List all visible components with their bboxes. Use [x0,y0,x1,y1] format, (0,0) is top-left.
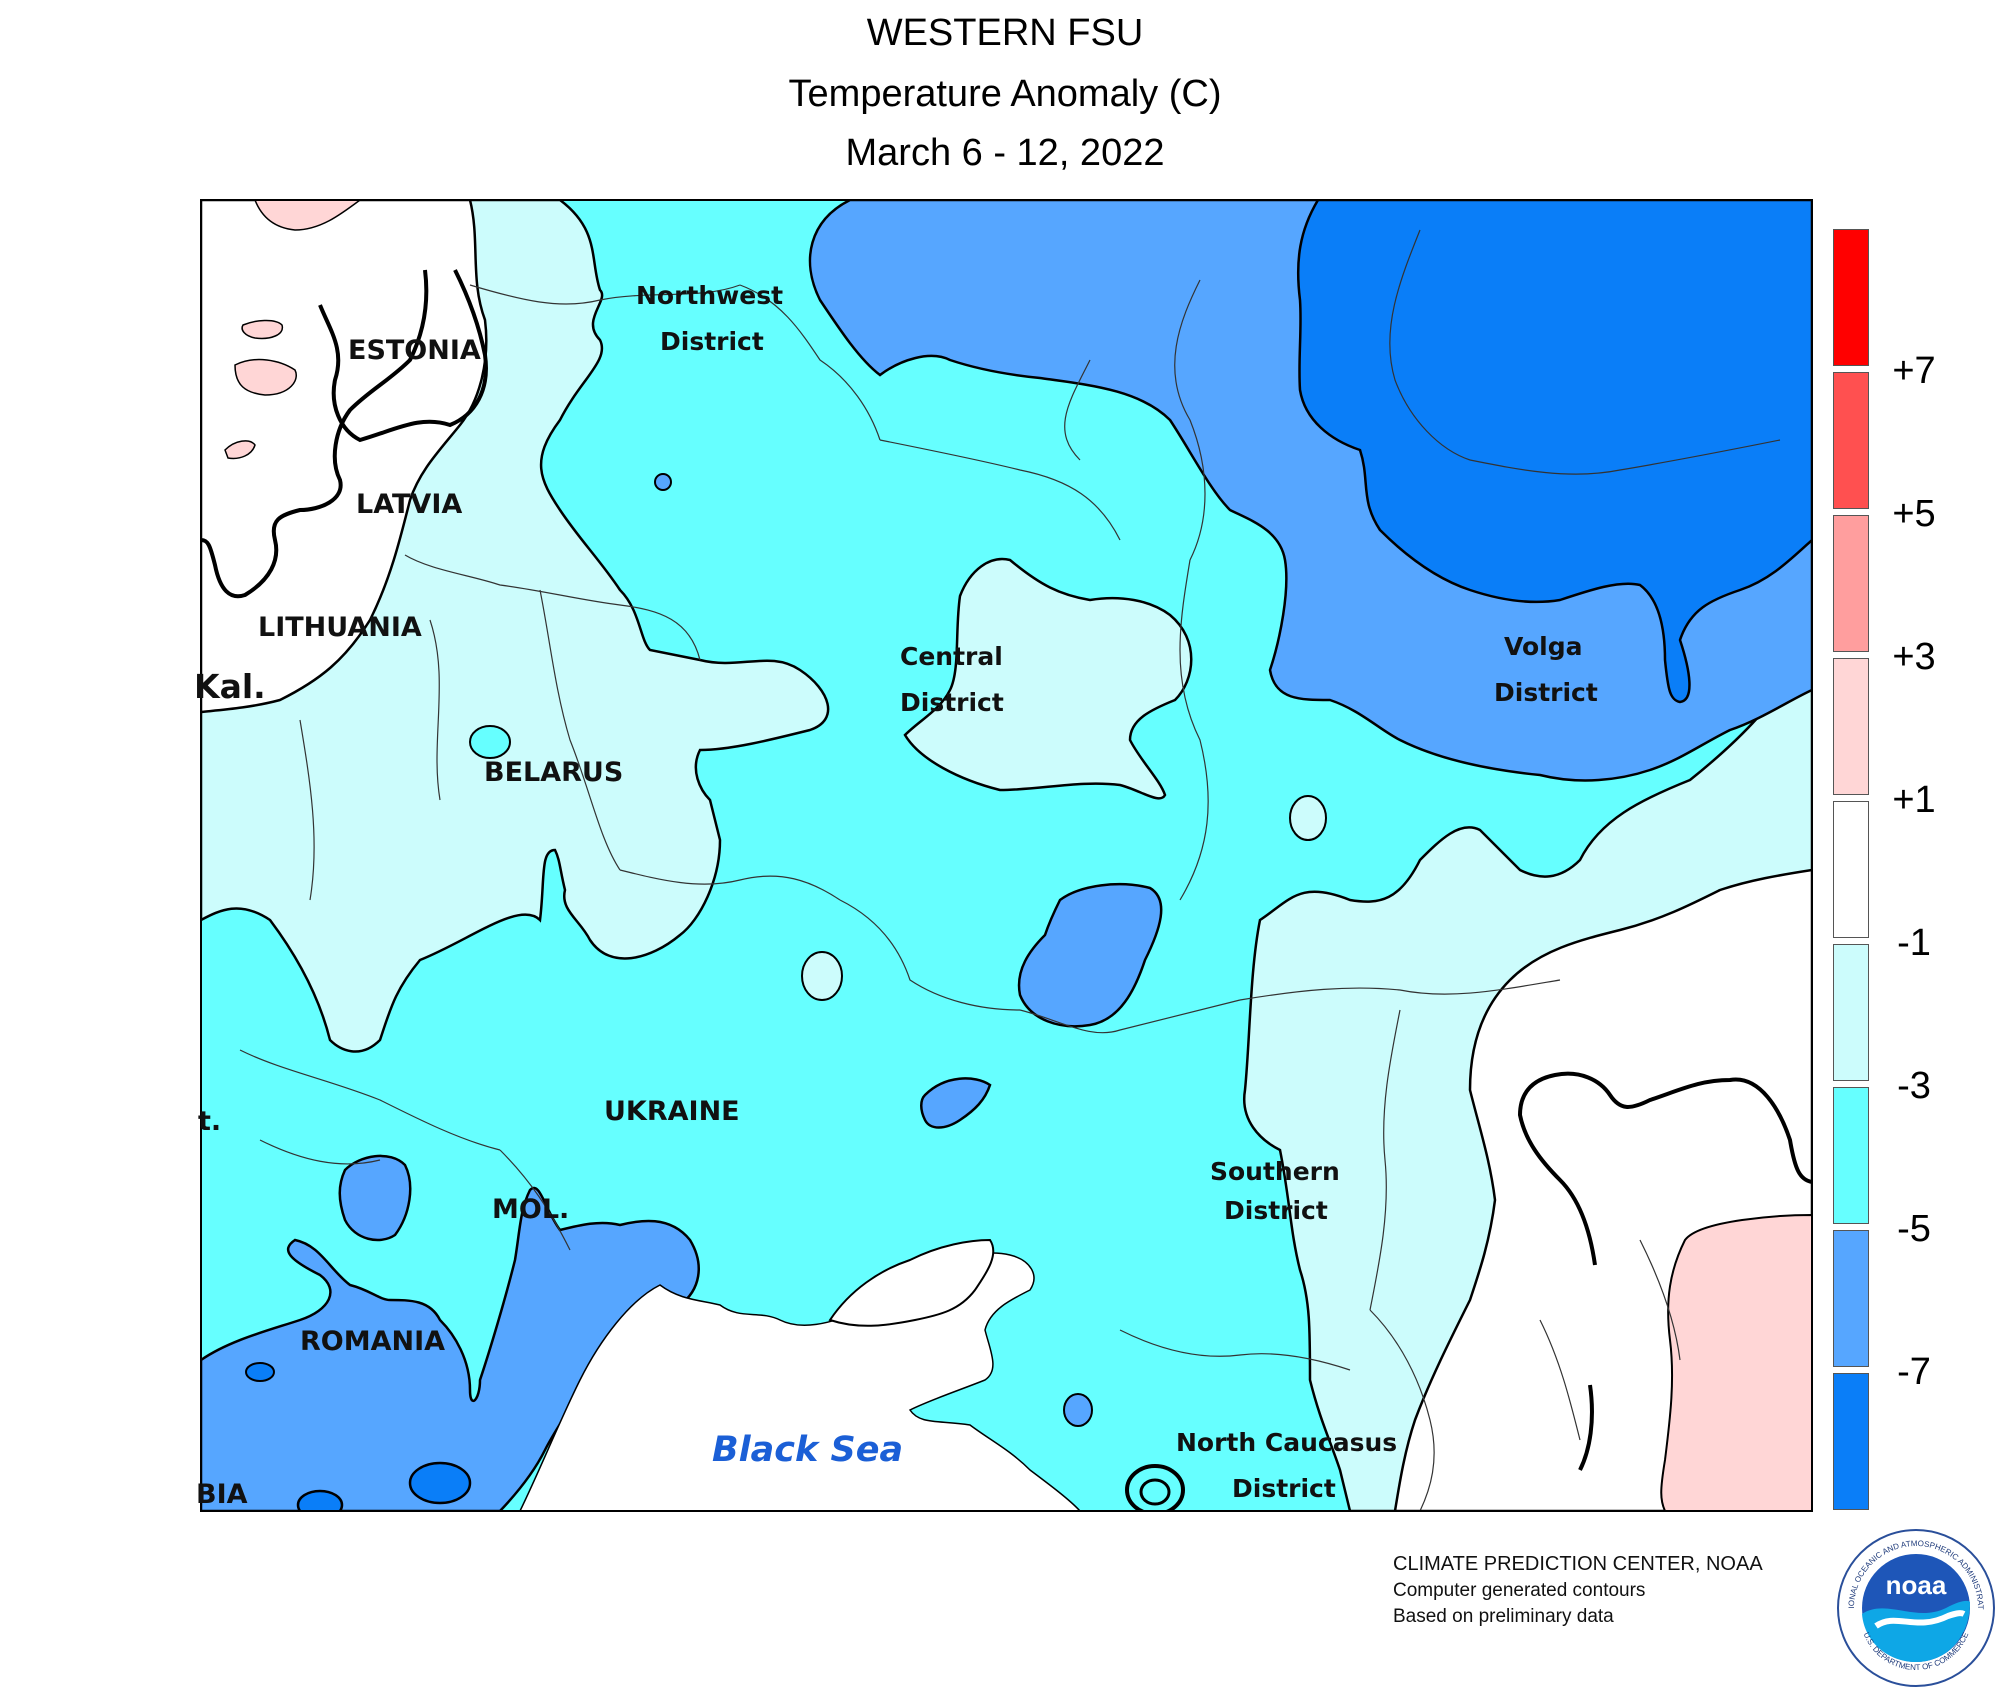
map-date-range: March 6 - 12, 2022 [845,132,1165,174]
legend-swatch-below-minus7 [1833,1373,1869,1510]
anomaly-band-minus5-minus7-blob [920,1077,992,1129]
anomaly-spot-below-minus7-1 [408,1461,472,1505]
legend-label-plus1: +1 [1892,779,1936,821]
anomaly-spot-minus1-minus3-1 [801,951,843,1001]
noaa-logo: noaa NATIONAL OCEANIC AND ATMOSPHERIC AD… [1836,1528,1995,1687]
legend-swatch-minus1-plus1 [1833,801,1869,938]
label-volga-district-1: Volga [1504,632,1583,661]
label-lithuania: LITHUANIA [258,612,422,643]
label-southern-district-2: District [1224,1196,1328,1225]
legend-label-plus7: +7 [1892,350,1936,392]
legend-swatch-minus7-minus5 [1833,1230,1869,1367]
map-title: WESTERN FSU [866,12,1144,54]
legend-label-minus7: -7 [1897,1351,1931,1393]
label-central-district-2: District [900,688,1004,717]
legend-swatch-minus5-minus3 [1833,1087,1869,1224]
label-volga-district-2: District [1494,678,1598,707]
label-northwest-district-2: District [660,327,764,356]
label-belarus: BELARUS [484,757,623,788]
anomaly-spot-minus1-minus3-2 [1289,795,1327,841]
legend-swatch-above-plus7 [1833,229,1869,366]
label-north-caucasus-district-1: North Caucasus [1176,1428,1397,1457]
label-kaliningrad: Kal. [194,667,266,706]
label-northwest-district-1: Northwest [636,281,783,310]
admin-boundaries [239,229,1781,1511]
legend-swatch-plus3-plus5 [1833,515,1869,652]
noaa-logo-wordmark: noaa [1886,1570,1947,1600]
zero-contour-baltic [201,269,429,599]
anomaly-band-plus1-plus3-nw-2 [241,319,284,340]
legend-swatch-plus5-plus7 [1833,372,1869,509]
anomaly-band-minus1-minus3-central [903,557,1193,800]
zero-contour-ring [1125,1464,1185,1511]
label-moldova: MOL. [492,1194,569,1225]
anomaly-band-minus5-minus7-central-oval [1017,882,1163,1028]
label-central-district-1: Central [900,642,1003,671]
anomaly-spot-minus5-minus7-5 [1063,1393,1093,1427]
legend-label-plus3: +3 [1892,636,1936,678]
legend-label-minus3: -3 [1897,1065,1931,1107]
credit-method: Computer generated contours [1393,1580,1646,1601]
label-latvia: LATVIA [356,489,462,520]
anomaly-band-minus5-minus7-west-blob [338,1154,412,1242]
anomaly-band-plus1-plus3-nw-3 [254,200,362,231]
legend-swatch-plus1-plus3 [1833,658,1869,795]
anomaly-spot-minus3-minus5-belarus [469,725,511,759]
zero-contour-ring-inner [1139,1478,1171,1506]
label-estonia: ESTONIA [348,335,481,366]
zero-contour-estonia [318,269,488,443]
legend-label-minus1: -1 [1897,922,1931,964]
anomaly-spot-minus5-minus7-6 [654,473,672,491]
azov-sea-patch [828,1238,995,1327]
credit-agency: CLIMATE PREDICTION CENTER, NOAA [1393,1553,1763,1575]
anomaly-spot-below-minus7-2 [296,1489,344,1511]
label-romania: ROMANIA [300,1326,445,1357]
zero-contour-caucasus-south [1578,1384,1594,1471]
legend-label-minus5: -5 [1897,1208,1931,1250]
legend-swatch-minus3-minus1 [1833,944,1869,1081]
anomaly-band-plus1-plus3-nw-1 [234,358,297,396]
credit-data-note: Based on preliminary data [1393,1606,1614,1627]
label-black-sea: Black Sea [712,1430,903,1470]
map-subtitle: Temperature Anomaly (C) [788,73,1222,115]
zero-contour-caucasus [1517,1071,1812,1266]
label-bulgaria: BIA [196,1479,248,1510]
label-ukraine: UKRAINE [604,1096,740,1127]
label-southern-district-1: Southern [1210,1157,1340,1186]
legend-label-plus5: +5 [1892,493,1936,535]
map-frame [200,199,1813,1512]
label-partial-left: t. [198,1106,221,1137]
anomaly-band-below-minus7-northeast [1296,200,1812,704]
anomaly-band-plus1-plus3-southeast [1660,1213,1812,1511]
anomaly-band-plus1-plus3-nw-4 [224,440,256,460]
anomaly-spot-below-minus7-4 [245,1362,275,1382]
label-north-caucasus-district-2: District [1232,1474,1336,1503]
